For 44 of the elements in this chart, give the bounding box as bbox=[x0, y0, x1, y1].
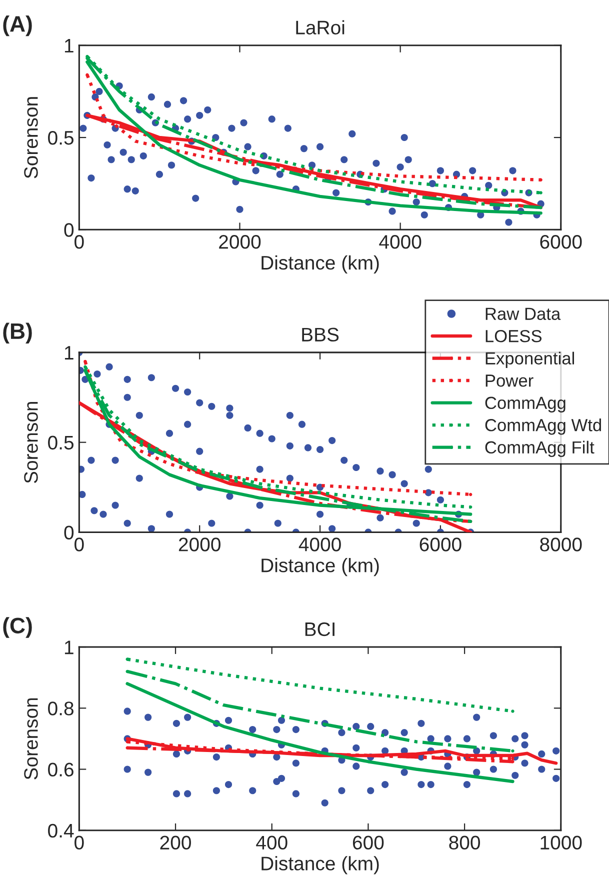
x-axis-title: Distance (km) bbox=[262, 856, 379, 874]
y-tick-label: 0.5 bbox=[48, 436, 74, 450]
y-axis-title: Sorenson bbox=[24, 97, 38, 178]
x-tick-label: 6000 bbox=[540, 234, 582, 249]
y-tick-label: 0.8 bbox=[48, 702, 74, 716]
text: (C) bbox=[3, 617, 32, 638]
x-tick-label: 1000 bbox=[540, 836, 582, 850]
x-tick-label: 2000 bbox=[219, 234, 261, 249]
x-tick-label: 4000 bbox=[298, 538, 341, 552]
x-tick-label: 2000 bbox=[178, 538, 220, 552]
y-tick-label: 1 bbox=[64, 640, 74, 654]
y-tick-label: 1 bbox=[64, 346, 74, 360]
x-tick-label: 600 bbox=[352, 836, 384, 850]
y-tick-label: 1 bbox=[64, 39, 74, 52]
x-tick-label: 0 bbox=[74, 836, 84, 850]
y-axis-title: Sorenson bbox=[24, 698, 38, 780]
x-tick-label: 800 bbox=[449, 836, 480, 850]
legend-label: CommAgg Wtd bbox=[485, 418, 601, 435]
y-tick-label: 0.4 bbox=[48, 824, 74, 838]
x-axis-title: Distance (km) bbox=[262, 255, 379, 274]
x-tick-label: 400 bbox=[256, 836, 288, 850]
y-tick-label: 0.5 bbox=[48, 130, 74, 145]
y-tick-label: 0.6 bbox=[48, 762, 74, 776]
legend-label: Exponential bbox=[486, 352, 574, 368]
y-axis-title: Sorenson bbox=[24, 402, 38, 484]
x-tick-label: 8000 bbox=[540, 538, 582, 552]
x-tick-label: 4000 bbox=[379, 234, 422, 249]
text: (A) bbox=[3, 15, 32, 36]
legend-label: CommAgg bbox=[485, 396, 566, 412]
legend-label: Power bbox=[486, 374, 534, 387]
x-tick-label: 200 bbox=[160, 836, 191, 850]
chart-title: LaRoi bbox=[296, 20, 344, 34]
y-tick-label: 0 bbox=[64, 526, 74, 540]
legend-label: Raw Data bbox=[486, 308, 561, 320]
chart-title: BCI bbox=[305, 622, 334, 636]
x-tick-label: 0 bbox=[74, 538, 84, 552]
y-tick-label: 0 bbox=[64, 223, 74, 237]
x-tick-label: 0 bbox=[74, 234, 84, 249]
legend-label: LOESS bbox=[486, 330, 542, 342]
legend-label: CommAgg Filt bbox=[485, 440, 594, 457]
text: (B) bbox=[3, 322, 32, 344]
chart-title: BBS bbox=[302, 328, 339, 342]
x-tick-label: 6000 bbox=[420, 538, 462, 552]
x-axis-title: Distance (km) bbox=[262, 558, 379, 576]
